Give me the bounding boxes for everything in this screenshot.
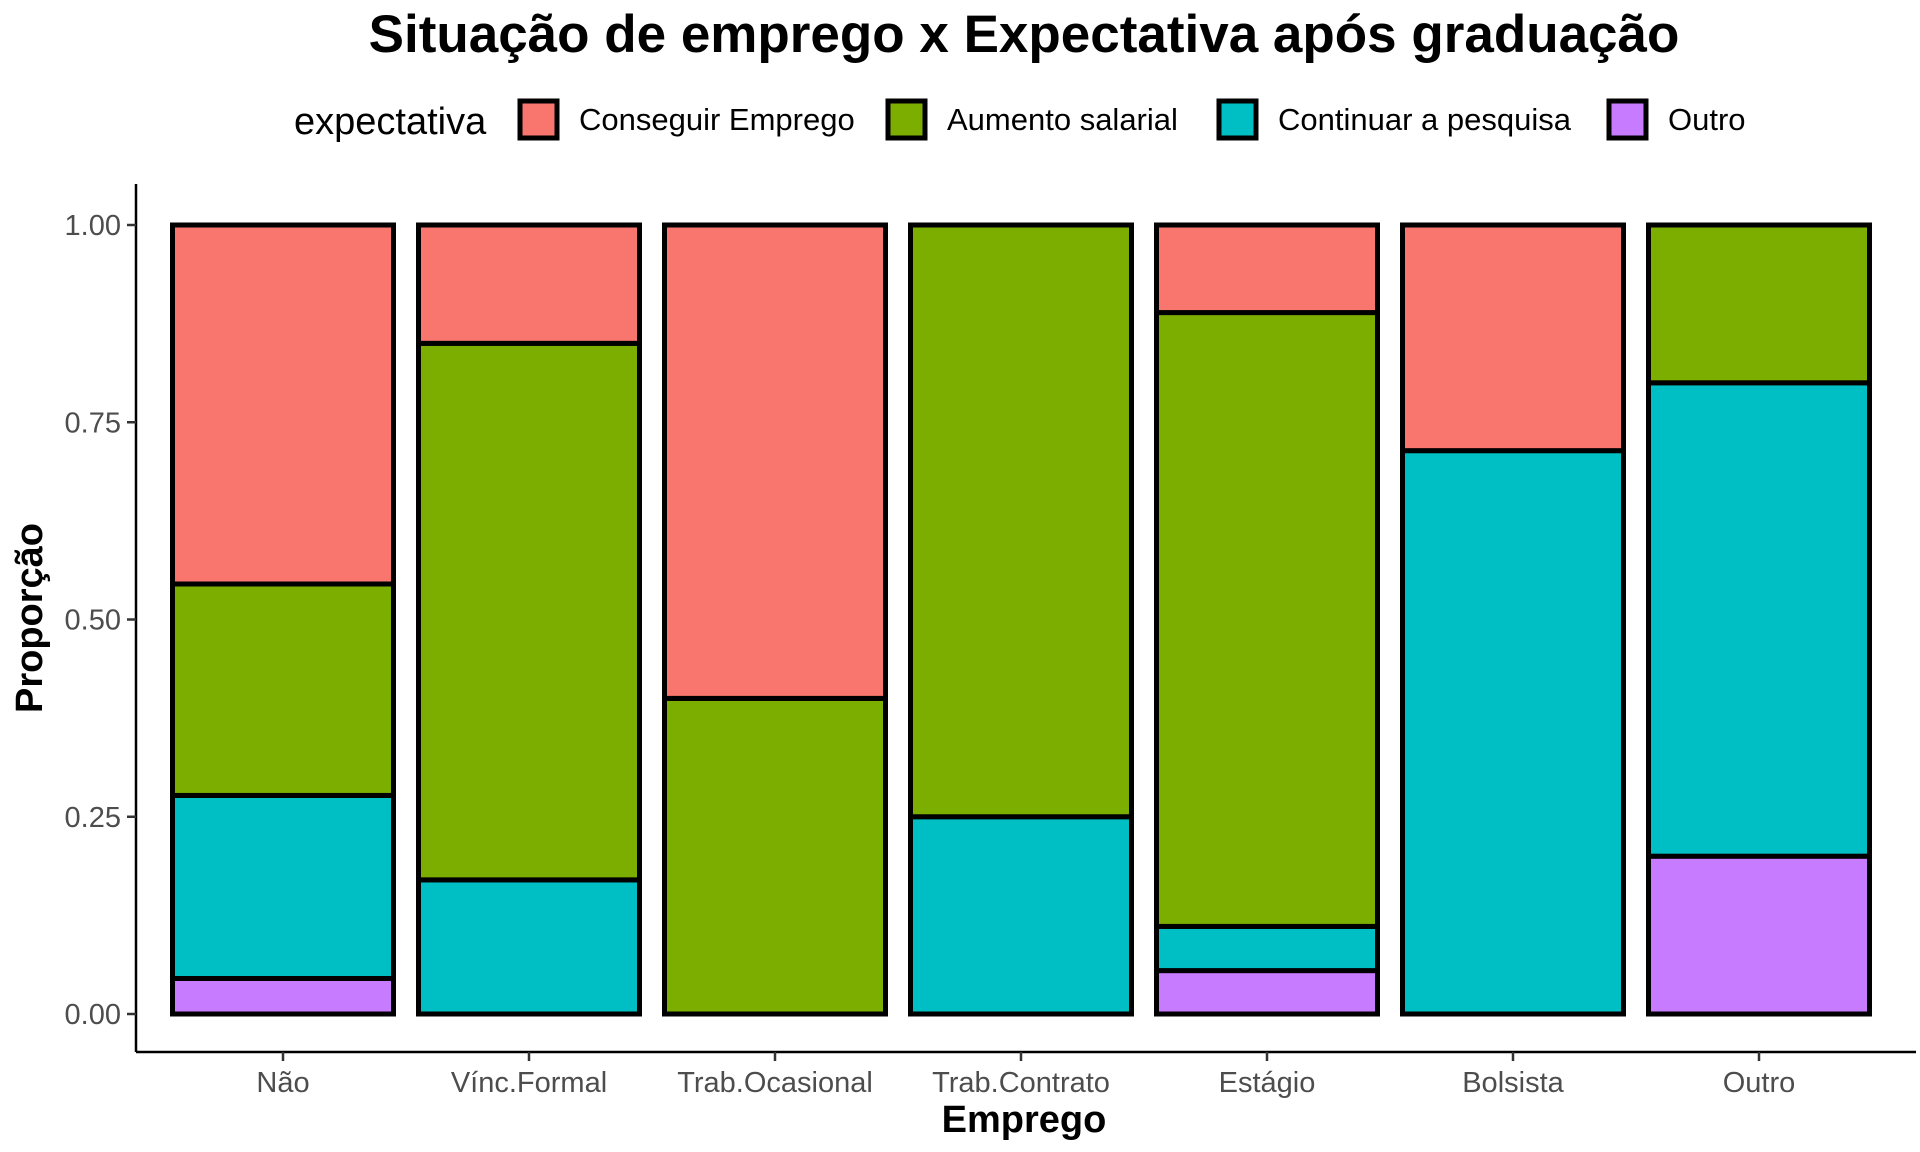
bar-group [170, 222, 396, 1017]
x-tick-label: Bolsista [1462, 1067, 1564, 1099]
legend-label: Outro [1668, 102, 1746, 137]
bar-segment [170, 222, 396, 587]
bar-group [1400, 222, 1626, 1017]
bar-segment [416, 877, 642, 1017]
legend-key [1606, 98, 1649, 141]
legend-label: Aumento salarial [947, 102, 1178, 137]
legend-label: Continuar a pesquisa [1278, 102, 1572, 137]
x-tick-label: Trab.Ocasional [677, 1067, 873, 1099]
bar-group [1646, 222, 1872, 1017]
bar-group [416, 222, 642, 1017]
bar-segment [170, 581, 396, 798]
x-tick-label: Outro [1723, 1067, 1796, 1099]
bars [170, 222, 1872, 1017]
x-tick-label: Estágio [1219, 1067, 1316, 1099]
y-tick-label: 1.00 [65, 210, 121, 242]
bar-segment [1154, 923, 1380, 974]
y-axis: 0.00 0.25 0.50 0.75 1.00 [65, 184, 138, 1052]
bar-group [662, 222, 888, 1017]
bar-segment [1400, 448, 1626, 1017]
bar-segment [1646, 853, 1872, 1017]
bar-segment [170, 975, 396, 1017]
bar-segment [1154, 222, 1380, 316]
legend-key [1216, 98, 1259, 141]
y-tick-label: 0.25 [65, 802, 121, 834]
x-axis: Não Vínc.Formal Trab.Ocasional Trab.Contrat… [136, 1050, 1916, 1099]
bar-segment [416, 340, 642, 883]
y-axis-title: Proporção [9, 523, 51, 713]
bar-group [1154, 222, 1380, 1017]
bar-segment [1646, 380, 1872, 859]
bar-segment [1646, 222, 1872, 386]
bar-segment [1400, 222, 1626, 454]
legend-title: expectativa [294, 101, 487, 143]
chart-title: Situação de emprego x Expectativa após g… [369, 5, 1680, 64]
bar-segment [416, 222, 642, 346]
bar-segment [1154, 310, 1380, 929]
y-tick-label: 0.00 [65, 999, 121, 1031]
x-axis-title: Emprego [942, 1099, 1107, 1141]
bar-segment [662, 222, 888, 701]
y-tick-label: 0.75 [65, 407, 121, 439]
bar-segment [170, 792, 396, 981]
x-tick-label: Não [256, 1067, 309, 1099]
legend-label: Conseguir Emprego [579, 102, 855, 137]
y-tick-label: 0.50 [65, 605, 121, 637]
bar-segment [1154, 968, 1380, 1017]
legend: expectativa Conseguir Emprego Aumento sal… [294, 98, 1746, 143]
bar-segment [662, 695, 888, 1017]
bar-group [908, 222, 1134, 1017]
bar-segment [908, 814, 1134, 1017]
legend-key [517, 98, 560, 141]
x-tick-label: Vínc.Formal [451, 1067, 607, 1099]
x-tick-label: Trab.Contrato [932, 1067, 1110, 1099]
bar-segment [908, 222, 1134, 820]
legend-key [885, 98, 928, 141]
